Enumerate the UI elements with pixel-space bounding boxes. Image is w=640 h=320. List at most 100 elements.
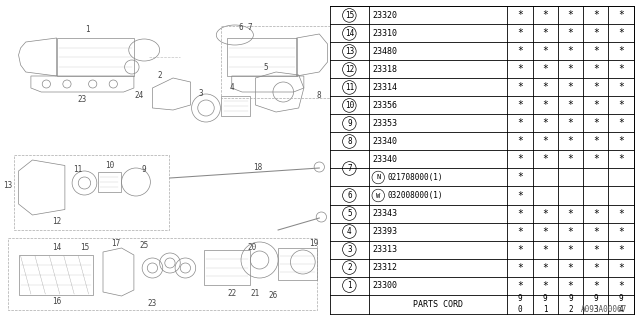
Text: W: W — [376, 193, 380, 198]
Text: 23310: 23310 — [372, 29, 397, 38]
Text: *: * — [618, 100, 624, 110]
Text: *: * — [517, 172, 523, 182]
Text: *: * — [568, 209, 573, 219]
Text: *: * — [542, 281, 548, 291]
Text: *: * — [593, 244, 598, 254]
Text: 9
3: 9 3 — [593, 294, 598, 314]
Text: 1: 1 — [347, 281, 351, 290]
Text: 17: 17 — [111, 239, 120, 249]
Text: 22: 22 — [227, 290, 236, 299]
Text: *: * — [517, 281, 523, 291]
Text: 5: 5 — [347, 209, 351, 218]
Text: 6: 6 — [347, 191, 351, 200]
Bar — [8, 238, 317, 310]
Text: *: * — [568, 83, 573, 92]
Text: *: * — [593, 136, 598, 147]
Text: 23480: 23480 — [372, 47, 397, 56]
Text: *: * — [517, 83, 523, 92]
Bar — [57, 38, 134, 76]
Text: *: * — [542, 83, 548, 92]
Text: 11: 11 — [345, 83, 354, 92]
Text: 23340: 23340 — [372, 137, 397, 146]
Text: *: * — [618, 262, 624, 273]
Text: 9
2: 9 2 — [568, 294, 573, 314]
Text: *: * — [542, 64, 548, 75]
Text: *: * — [568, 11, 573, 20]
Text: 8: 8 — [347, 137, 351, 146]
Text: *: * — [593, 262, 598, 273]
Text: *: * — [542, 11, 548, 20]
Bar — [19, 255, 93, 295]
Text: 2: 2 — [347, 263, 351, 272]
Text: 23300: 23300 — [372, 281, 397, 290]
Text: *: * — [618, 83, 624, 92]
Text: *: * — [542, 209, 548, 219]
Text: *: * — [568, 155, 573, 164]
Text: 14: 14 — [345, 29, 354, 38]
Text: 10: 10 — [345, 101, 354, 110]
Text: *: * — [542, 227, 548, 236]
Text: 26: 26 — [268, 292, 278, 300]
Text: 24: 24 — [134, 91, 143, 100]
Text: *: * — [618, 118, 624, 128]
Text: 7: 7 — [248, 23, 253, 33]
Text: *: * — [618, 64, 624, 75]
Bar — [227, 38, 297, 76]
Text: *: * — [593, 281, 598, 291]
Text: *: * — [517, 209, 523, 219]
Text: 21: 21 — [251, 290, 260, 299]
Text: *: * — [517, 262, 523, 273]
Text: *: * — [593, 155, 598, 164]
Text: *: * — [542, 155, 548, 164]
Text: *: * — [618, 155, 624, 164]
Text: 16: 16 — [52, 298, 61, 307]
Text: *: * — [568, 118, 573, 128]
Text: *: * — [517, 11, 523, 20]
Text: *: * — [517, 46, 523, 56]
Text: 23353: 23353 — [372, 119, 397, 128]
Text: 23343: 23343 — [372, 209, 397, 218]
Text: 4: 4 — [347, 227, 351, 236]
Bar — [15, 155, 169, 230]
Text: 032008000(1): 032008000(1) — [387, 191, 443, 200]
Text: 12: 12 — [345, 65, 354, 74]
Text: 2: 2 — [157, 70, 162, 79]
Text: 6: 6 — [239, 23, 243, 33]
Text: *: * — [618, 244, 624, 254]
Text: 12: 12 — [52, 218, 61, 227]
Bar — [221, 26, 333, 98]
Text: *: * — [517, 155, 523, 164]
Text: *: * — [568, 28, 573, 38]
Text: *: * — [517, 64, 523, 75]
Text: *: * — [517, 118, 523, 128]
Text: 23313: 23313 — [372, 245, 397, 254]
Text: 1: 1 — [85, 26, 90, 35]
Text: *: * — [568, 64, 573, 75]
Text: *: * — [593, 46, 598, 56]
Text: *: * — [542, 118, 548, 128]
Text: *: * — [542, 244, 548, 254]
Text: 4: 4 — [229, 84, 234, 92]
Text: 9: 9 — [142, 165, 147, 174]
Text: 11: 11 — [72, 165, 82, 174]
Text: *: * — [593, 227, 598, 236]
Bar — [221, 96, 250, 116]
Text: *: * — [517, 227, 523, 236]
Text: *: * — [568, 227, 573, 236]
Text: 5: 5 — [264, 63, 268, 73]
Bar — [98, 172, 120, 192]
Text: *: * — [593, 100, 598, 110]
Text: 15: 15 — [80, 244, 89, 252]
Text: 14: 14 — [52, 244, 61, 252]
Text: 13: 13 — [4, 180, 13, 189]
Text: 15: 15 — [345, 11, 354, 20]
Text: *: * — [542, 136, 548, 147]
Text: *: * — [517, 100, 523, 110]
Text: *: * — [542, 28, 548, 38]
Text: *: * — [517, 28, 523, 38]
Text: *: * — [618, 136, 624, 147]
Text: 23312: 23312 — [372, 263, 397, 272]
Text: *: * — [517, 244, 523, 254]
Text: *: * — [593, 209, 598, 219]
Text: *: * — [542, 46, 548, 56]
